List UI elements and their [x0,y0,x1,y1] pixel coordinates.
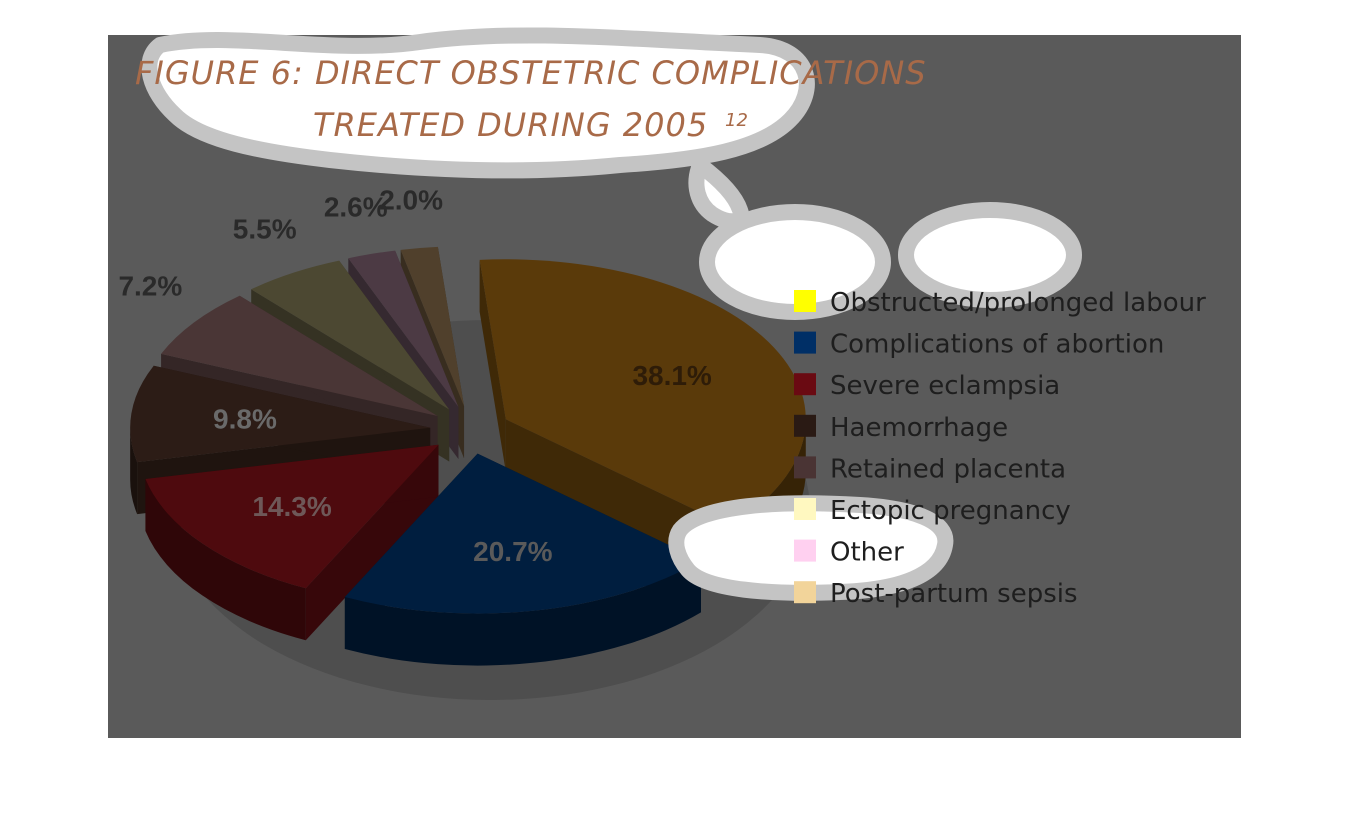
legend-label: Complications of abortion [830,330,1164,360]
legend-label: Haemorrhage [830,413,1008,443]
legend-swatch [794,331,816,354]
legend-item: Haemorrhage [794,413,1008,443]
legend-item: Complications of abortion [794,330,1164,360]
legend-item: Post-partum sepsis [794,579,1078,609]
pie-chart [130,246,810,700]
data-label: 38.1% [632,360,711,391]
pie-slice-severe-eclampsia [145,444,439,641]
legend-item: Severe eclampsia [794,371,1060,401]
legend: Obstructed/prolonged labour Complications… [794,288,1206,609]
legend-label: Severe eclampsia [830,371,1060,401]
slice-top [161,295,438,416]
chart-title-line1: FIGURE 6: DIRECT OBSTETRIC COMPLICATIONS [135,54,927,92]
legend-label: Post-partum sepsis [830,579,1078,609]
slice-rim [145,479,306,641]
data-label: 7.2% [118,271,182,302]
legend-item: Other [794,538,904,568]
small-bubble-right [898,202,1082,308]
legend-label: Retained placenta [830,454,1066,484]
legend-swatch [794,456,816,479]
slice-top [479,259,806,527]
legend-item: Obstructed/prolonged labour [794,288,1206,318]
chart-title-superscript: 12 [725,110,748,131]
slice-wall [479,259,506,472]
legend-swatch [794,373,816,396]
slice-top [251,260,450,410]
pie-slice-complications-of-abortion [344,453,701,666]
legend-swatch [794,498,816,520]
data-label: 2.0% [379,185,443,216]
legend-swatch [794,581,816,604]
legend-label: Ectopic pregnancy [830,496,1071,526]
legend-swatch [794,290,816,312]
slice-top [130,365,431,463]
data-label: 20.7% [473,536,552,567]
slice-top [145,444,439,589]
data-label: 14.3% [252,491,331,522]
legend-swatch [794,539,816,562]
slice-top [348,250,459,408]
data-label: 9.8% [213,404,277,435]
slice-top [344,453,701,614]
slice-top [400,246,465,407]
legend-label: Other [830,538,904,568]
data-labels: 38.1% 20.7% 14.3% 9.8% 7.2% 5.5% 2.6%2.0% [118,185,712,567]
legend-swatch [794,414,816,437]
slice-rim [344,560,701,666]
data-label: 5.5% [233,213,297,244]
chart-title-line2: TREATED DURING 2005 [313,106,708,144]
legend-item: Ectopic pregnancy [794,496,1071,526]
title-bubble [141,27,815,179]
data-label: 2.6% [324,191,388,222]
legend-item: Retained placenta [794,454,1066,484]
slice-rim [130,427,138,515]
legend-label: Obstructed/prolonged labour [830,288,1206,318]
